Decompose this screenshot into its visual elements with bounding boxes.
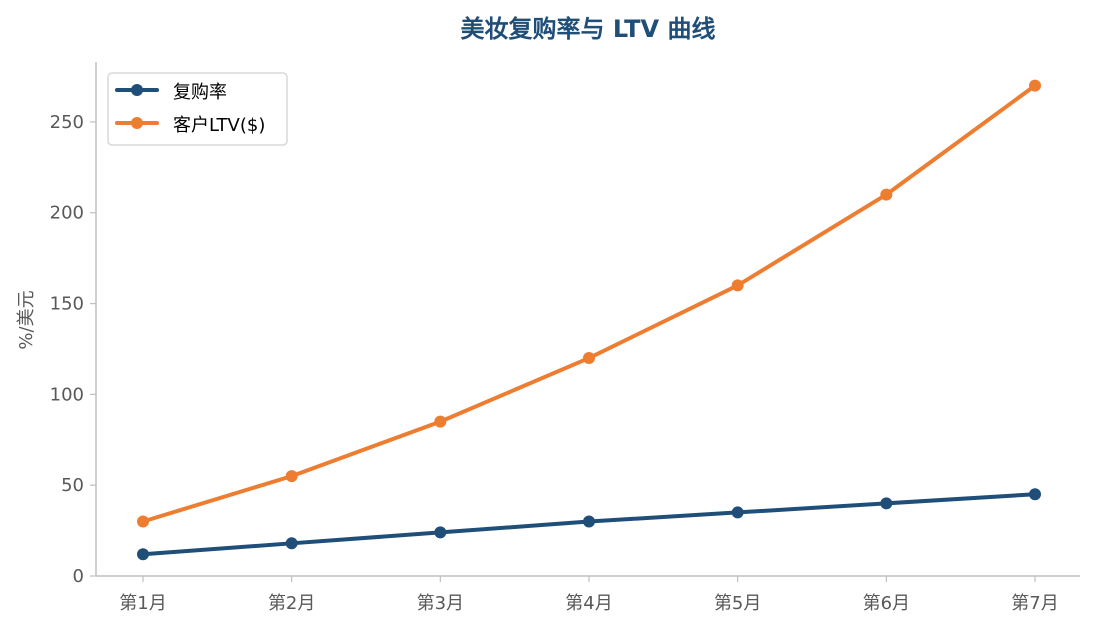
x-tick-label: 第4月 — [565, 593, 612, 614]
series-point-1 — [880, 188, 893, 201]
x-tick-label: 第5月 — [714, 593, 761, 614]
x-tick-label: 第7月 — [1011, 593, 1058, 614]
series-point-1 — [285, 470, 298, 483]
series-point-1 — [583, 352, 595, 365]
series-point-0 — [434, 526, 447, 539]
series-point-1 — [137, 515, 149, 528]
legend-label-repurchase-rate: 复购率 — [173, 82, 227, 103]
series-layer — [137, 79, 1041, 561]
series-point-0 — [731, 506, 744, 519]
series-point-1 — [1029, 79, 1041, 92]
y-tick-label: 250 — [50, 112, 84, 133]
legend-marker-customer-ltv — [131, 117, 143, 129]
axes-group: 0 50 100 150 200 250 第1月 第2月 第3月 第4月 第5月 第6月 第7月 — [50, 62, 1080, 614]
series-point-0 — [583, 515, 595, 528]
series-point-1 — [731, 279, 744, 292]
series-point-0 — [137, 548, 149, 561]
y-tick-label: 200 — [50, 203, 84, 224]
series-point-0 — [285, 537, 298, 550]
chart-title: 美妆复购率与 LTV 曲线 — [461, 15, 716, 43]
y-tick-label: 150 — [50, 294, 84, 315]
x-tick-label: 第1月 — [119, 593, 166, 614]
y-tick-label: 0 — [73, 566, 84, 587]
legend-label-customer-ltv: 客户LTV($) — [173, 115, 265, 136]
series-line-1 — [141, 83, 1037, 524]
y-tick-label: 50 — [61, 475, 84, 496]
series-point-1 — [434, 415, 447, 428]
y-tick-label: 100 — [50, 384, 84, 405]
x-tick-label: 第2月 — [268, 593, 315, 614]
series-point-0 — [1029, 488, 1041, 501]
x-tick-label: 第6月 — [863, 593, 910, 614]
x-tick-label: 第3月 — [417, 593, 464, 614]
legend-marker-repurchase-rate — [131, 84, 143, 96]
series-point-0 — [880, 497, 893, 510]
y-axis-label: %/美元 — [16, 290, 37, 349]
legend: 复购率 客户LTV($) — [107, 72, 288, 146]
